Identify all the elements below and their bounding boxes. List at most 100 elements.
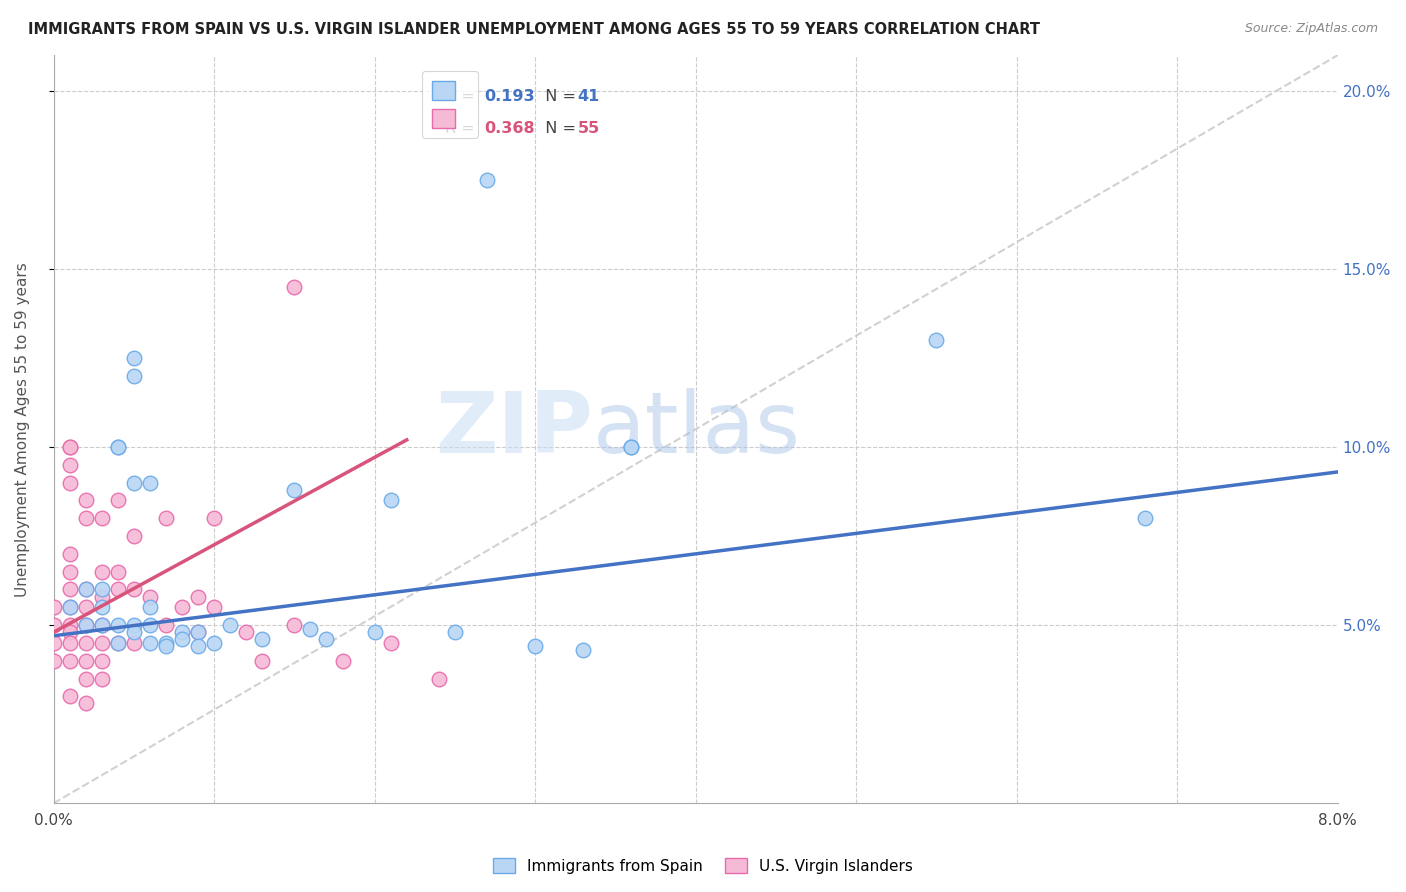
Point bbox=[90, 511, 112, 525]
Point bbox=[107, 636, 129, 650]
Point bbox=[75, 636, 97, 650]
Point bbox=[59, 618, 82, 632]
Point bbox=[427, 672, 450, 686]
Point bbox=[524, 640, 547, 654]
Point bbox=[107, 565, 129, 579]
Point bbox=[90, 618, 112, 632]
Point bbox=[90, 600, 112, 615]
Point bbox=[187, 625, 209, 640]
Point bbox=[107, 493, 129, 508]
Point bbox=[75, 654, 97, 668]
Point bbox=[75, 672, 97, 686]
Point bbox=[475, 173, 498, 187]
Point bbox=[59, 475, 82, 490]
Point bbox=[187, 590, 209, 604]
Legend: Immigrants from Spain, U.S. Virgin Islanders: Immigrants from Spain, U.S. Virgin Islan… bbox=[486, 852, 920, 880]
Point bbox=[122, 636, 145, 650]
Point bbox=[252, 654, 274, 668]
Point bbox=[155, 618, 177, 632]
Point bbox=[155, 636, 177, 650]
Point bbox=[299, 622, 322, 636]
Point bbox=[139, 618, 162, 632]
Point bbox=[107, 636, 129, 650]
Text: ZIP: ZIP bbox=[436, 388, 593, 471]
Point bbox=[202, 636, 225, 650]
Point bbox=[42, 636, 65, 650]
Point bbox=[59, 565, 82, 579]
Point bbox=[122, 618, 145, 632]
Point bbox=[122, 582, 145, 597]
Legend: , : , bbox=[422, 71, 478, 137]
Text: Source: ZipAtlas.com: Source: ZipAtlas.com bbox=[1244, 22, 1378, 36]
Point bbox=[122, 368, 145, 383]
Text: N =: N = bbox=[536, 89, 581, 103]
Point bbox=[90, 672, 112, 686]
Point bbox=[219, 618, 242, 632]
Point bbox=[315, 632, 337, 647]
Point bbox=[59, 654, 82, 668]
Text: 41: 41 bbox=[578, 89, 600, 103]
Point bbox=[235, 625, 257, 640]
Point bbox=[59, 690, 82, 704]
Point bbox=[252, 632, 274, 647]
Point bbox=[139, 600, 162, 615]
Point bbox=[155, 511, 177, 525]
Point bbox=[59, 440, 82, 454]
Point bbox=[170, 632, 193, 647]
Point bbox=[170, 625, 193, 640]
Point bbox=[122, 529, 145, 543]
Point bbox=[1133, 511, 1156, 525]
Y-axis label: Unemployment Among Ages 55 to 59 years: Unemployment Among Ages 55 to 59 years bbox=[15, 262, 30, 597]
Point bbox=[75, 582, 97, 597]
Point bbox=[332, 654, 354, 668]
Point bbox=[139, 475, 162, 490]
Point bbox=[42, 618, 65, 632]
Point bbox=[75, 582, 97, 597]
Point bbox=[620, 440, 643, 454]
Point bbox=[202, 511, 225, 525]
Point bbox=[187, 640, 209, 654]
Point bbox=[59, 582, 82, 597]
Text: 0.368: 0.368 bbox=[484, 121, 534, 136]
Point bbox=[42, 600, 65, 615]
Text: N =: N = bbox=[536, 121, 581, 136]
Point bbox=[75, 697, 97, 711]
Point bbox=[42, 654, 65, 668]
Point bbox=[107, 440, 129, 454]
Text: R =: R = bbox=[446, 89, 481, 103]
Point bbox=[139, 590, 162, 604]
Point bbox=[202, 600, 225, 615]
Point bbox=[90, 565, 112, 579]
Point bbox=[75, 618, 97, 632]
Point bbox=[380, 493, 402, 508]
Point bbox=[90, 582, 112, 597]
Point bbox=[59, 625, 82, 640]
Point bbox=[75, 511, 97, 525]
Text: R =: R = bbox=[446, 121, 481, 136]
Point bbox=[122, 475, 145, 490]
Text: IMMIGRANTS FROM SPAIN VS U.S. VIRGIN ISLANDER UNEMPLOYMENT AMONG AGES 55 TO 59 Y: IMMIGRANTS FROM SPAIN VS U.S. VIRGIN ISL… bbox=[28, 22, 1040, 37]
Text: 0.193: 0.193 bbox=[484, 89, 534, 103]
Point bbox=[107, 618, 129, 632]
Point bbox=[122, 351, 145, 365]
Point bbox=[283, 279, 305, 293]
Point bbox=[572, 643, 595, 657]
Point bbox=[90, 654, 112, 668]
Point bbox=[59, 458, 82, 472]
Point bbox=[75, 600, 97, 615]
Point bbox=[444, 625, 467, 640]
Text: 55: 55 bbox=[578, 121, 600, 136]
Point bbox=[90, 590, 112, 604]
Point bbox=[925, 333, 948, 347]
Point bbox=[90, 618, 112, 632]
Point bbox=[283, 618, 305, 632]
Point bbox=[107, 582, 129, 597]
Point bbox=[75, 493, 97, 508]
Point bbox=[363, 625, 385, 640]
Point bbox=[75, 618, 97, 632]
Point bbox=[59, 600, 82, 615]
Text: atlas: atlas bbox=[593, 388, 801, 471]
Point bbox=[155, 640, 177, 654]
Point bbox=[59, 636, 82, 650]
Point bbox=[122, 625, 145, 640]
